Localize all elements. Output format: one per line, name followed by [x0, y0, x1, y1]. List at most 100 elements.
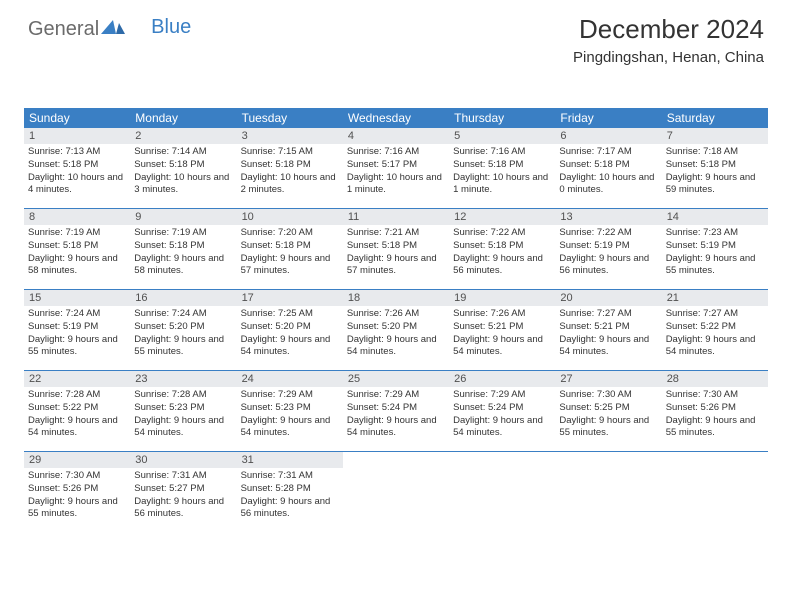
day-number: 24: [237, 371, 343, 387]
day-number: 23: [130, 371, 236, 387]
day-body: Sunrise: 7:29 AMSunset: 5:23 PMDaylight:…: [237, 387, 343, 442]
day-cell: 16Sunrise: 7:24 AMSunset: 5:20 PMDayligh…: [130, 290, 236, 370]
sunset-line: Sunset: 5:22 PM: [666, 321, 764, 334]
day-cell: 24Sunrise: 7:29 AMSunset: 5:23 PMDayligh…: [237, 371, 343, 451]
day-number: 31: [237, 452, 343, 468]
day-cell: 4Sunrise: 7:16 AMSunset: 5:17 PMDaylight…: [343, 128, 449, 208]
day-body: Sunrise: 7:29 AMSunset: 5:24 PMDaylight:…: [343, 387, 449, 442]
day-cell: 9Sunrise: 7:19 AMSunset: 5:18 PMDaylight…: [130, 209, 236, 289]
sunrise-line: Sunrise: 7:30 AM: [28, 470, 126, 483]
day-number: 18: [343, 290, 449, 306]
sunset-line: Sunset: 5:20 PM: [347, 321, 445, 334]
day-cell: 8Sunrise: 7:19 AMSunset: 5:18 PMDaylight…: [24, 209, 130, 289]
day-number: 27: [555, 371, 661, 387]
day-body: Sunrise: 7:29 AMSunset: 5:24 PMDaylight:…: [449, 387, 555, 442]
sunset-line: Sunset: 5:18 PM: [453, 159, 551, 172]
day-number: 29: [24, 452, 130, 468]
day-body: Sunrise: 7:21 AMSunset: 5:18 PMDaylight:…: [343, 225, 449, 280]
sunrise-line: Sunrise: 7:31 AM: [241, 470, 339, 483]
page-subtitle: Pingdingshan, Henan, China: [573, 49, 764, 66]
day-header: Saturday: [662, 108, 768, 128]
day-body: Sunrise: 7:31 AMSunset: 5:27 PMDaylight:…: [130, 468, 236, 523]
daylight-line: Daylight: 9 hours and 57 minutes.: [347, 253, 445, 279]
empty-cell: [662, 452, 768, 532]
day-body: Sunrise: 7:22 AMSunset: 5:19 PMDaylight:…: [555, 225, 661, 280]
daylight-line: Daylight: 9 hours and 54 minutes.: [453, 415, 551, 441]
empty-cell: [449, 452, 555, 532]
sunset-line: Sunset: 5:18 PM: [453, 240, 551, 253]
day-number: 1: [24, 128, 130, 144]
day-number: 6: [555, 128, 661, 144]
day-number: 4: [343, 128, 449, 144]
day-cell: 11Sunrise: 7:21 AMSunset: 5:18 PMDayligh…: [343, 209, 449, 289]
day-cell: 19Sunrise: 7:26 AMSunset: 5:21 PMDayligh…: [449, 290, 555, 370]
day-cell: 13Sunrise: 7:22 AMSunset: 5:19 PMDayligh…: [555, 209, 661, 289]
sunrise-line: Sunrise: 7:29 AM: [241, 389, 339, 402]
day-body: Sunrise: 7:30 AMSunset: 5:26 PMDaylight:…: [662, 387, 768, 442]
day-cell: 20Sunrise: 7:27 AMSunset: 5:21 PMDayligh…: [555, 290, 661, 370]
day-cell: 14Sunrise: 7:23 AMSunset: 5:19 PMDayligh…: [662, 209, 768, 289]
day-number: 13: [555, 209, 661, 225]
daylight-line: Daylight: 9 hours and 54 minutes.: [559, 334, 657, 360]
sunset-line: Sunset: 5:18 PM: [134, 159, 232, 172]
daylight-line: Daylight: 10 hours and 3 minutes.: [134, 172, 232, 198]
day-header: Thursday: [449, 108, 555, 128]
week-row: 8 Sunrise: 7:19 AM Sunset: 5:18 PM Daylight…: [24, 209, 768, 290]
sunset-line: Sunset: 5:18 PM: [559, 159, 657, 172]
day-body: Sunrise: 7:30 AMSunset: 5:25 PMDaylight:…: [555, 387, 661, 442]
day-cell: 26Sunrise: 7:29 AMSunset: 5:24 PMDayligh…: [449, 371, 555, 451]
daylight-line: Daylight: 9 hours and 54 minutes.: [241, 415, 339, 441]
day-body: Sunrise: 7:15 AMSunset: 5:18 PMDaylight:…: [237, 144, 343, 199]
day-body: Sunrise: 7:18 AMSunset: 5:18 PMDaylight:…: [662, 144, 768, 199]
logo-text-blue: Blue: [151, 16, 191, 39]
day-header: Sunday: [24, 108, 130, 128]
day-body: Sunrise: 7:23 AMSunset: 5:19 PMDaylight:…: [662, 225, 768, 280]
daylight-line: Daylight: 9 hours and 55 minutes.: [559, 415, 657, 441]
sunrise-line: Sunrise: 7:22 AM: [559, 227, 657, 240]
sunrise-line: Sunrise: 7:21 AM: [347, 227, 445, 240]
day-cell: 30Sunrise: 7:31 AMSunset: 5:27 PMDayligh…: [130, 452, 236, 532]
sunset-line: Sunset: 5:23 PM: [134, 402, 232, 415]
sunrise-line: Sunrise: 7:24 AM: [28, 308, 126, 321]
day-cell: 27Sunrise: 7:30 AMSunset: 5:25 PMDayligh…: [555, 371, 661, 451]
day-number: 25: [343, 371, 449, 387]
daylight-line: Daylight: 10 hours and 2 minutes.: [241, 172, 339, 198]
day-cell: 6 Sunrise: 7:17 AMSunset: 5:18 PMDaylight…: [555, 128, 661, 208]
day-body: Sunrise: 7:22 AMSunset: 5:18 PMDaylight:…: [449, 225, 555, 280]
daylight-line: Daylight: 9 hours and 55 minutes.: [28, 334, 126, 360]
day-number: 26: [449, 371, 555, 387]
sunrise-line: Sunrise: 7:26 AM: [453, 308, 551, 321]
daylight-line: Daylight: 10 hours and 0 minutes.: [559, 172, 657, 198]
day-cell: 12Sunrise: 7:22 AMSunset: 5:18 PMDayligh…: [449, 209, 555, 289]
day-cell: 28Sunrise: 7:30 AMSunset: 5:26 PMDayligh…: [662, 371, 768, 451]
day-header: Monday: [130, 108, 236, 128]
sunrise-line: Sunrise: 7:16 AM: [347, 146, 445, 159]
day-number: 8: [24, 209, 130, 225]
day-body: Sunrise: 7:27 AMSunset: 5:21 PMDaylight:…: [555, 306, 661, 361]
daylight-line: Daylight: 9 hours and 58 minutes.: [28, 253, 126, 279]
sunrise-line: Sunrise: 7:30 AM: [666, 389, 764, 402]
sunrise-line: Sunrise: 7:17 AM: [559, 146, 657, 159]
sunset-line: Sunset: 5:18 PM: [241, 159, 339, 172]
daylight-line: Daylight: 9 hours and 55 minutes.: [666, 415, 764, 441]
sunset-line: Sunset: 5:26 PM: [666, 402, 764, 415]
day-number: 19: [449, 290, 555, 306]
sunset-line: Sunset: 5:25 PM: [559, 402, 657, 415]
daylight-line: Daylight: 9 hours and 54 minutes.: [347, 334, 445, 360]
day-body: Sunrise: 7:28 AMSunset: 5:22 PMDaylight:…: [24, 387, 130, 442]
sunrise-line: Sunrise: 7:16 AM: [453, 146, 551, 159]
day-header: Wednesday: [343, 108, 449, 128]
day-body: Sunrise: 7:13 AMSunset: 5:18 PMDaylight:…: [24, 144, 130, 199]
sunrise-line: Sunrise: 7:19 AM: [134, 227, 232, 240]
day-cell: 17Sunrise: 7:25 AMSunset: 5:20 PMDayligh…: [237, 290, 343, 370]
day-number: 21: [662, 290, 768, 306]
day-number: 7: [662, 128, 768, 144]
day-number: 30: [130, 452, 236, 468]
day-number: 11: [343, 209, 449, 225]
daylight-line: Daylight: 9 hours and 54 minutes.: [134, 415, 232, 441]
daylight-line: Daylight: 10 hours and 1 minute.: [347, 172, 445, 198]
day-cell: 10Sunrise: 7:20 AMSunset: 5:18 PMDayligh…: [237, 209, 343, 289]
sunrise-line: Sunrise: 7:27 AM: [666, 308, 764, 321]
sunset-line: Sunset: 5:20 PM: [241, 321, 339, 334]
header-right: December 2024 Pingdingshan, Henan, China: [573, 14, 764, 66]
